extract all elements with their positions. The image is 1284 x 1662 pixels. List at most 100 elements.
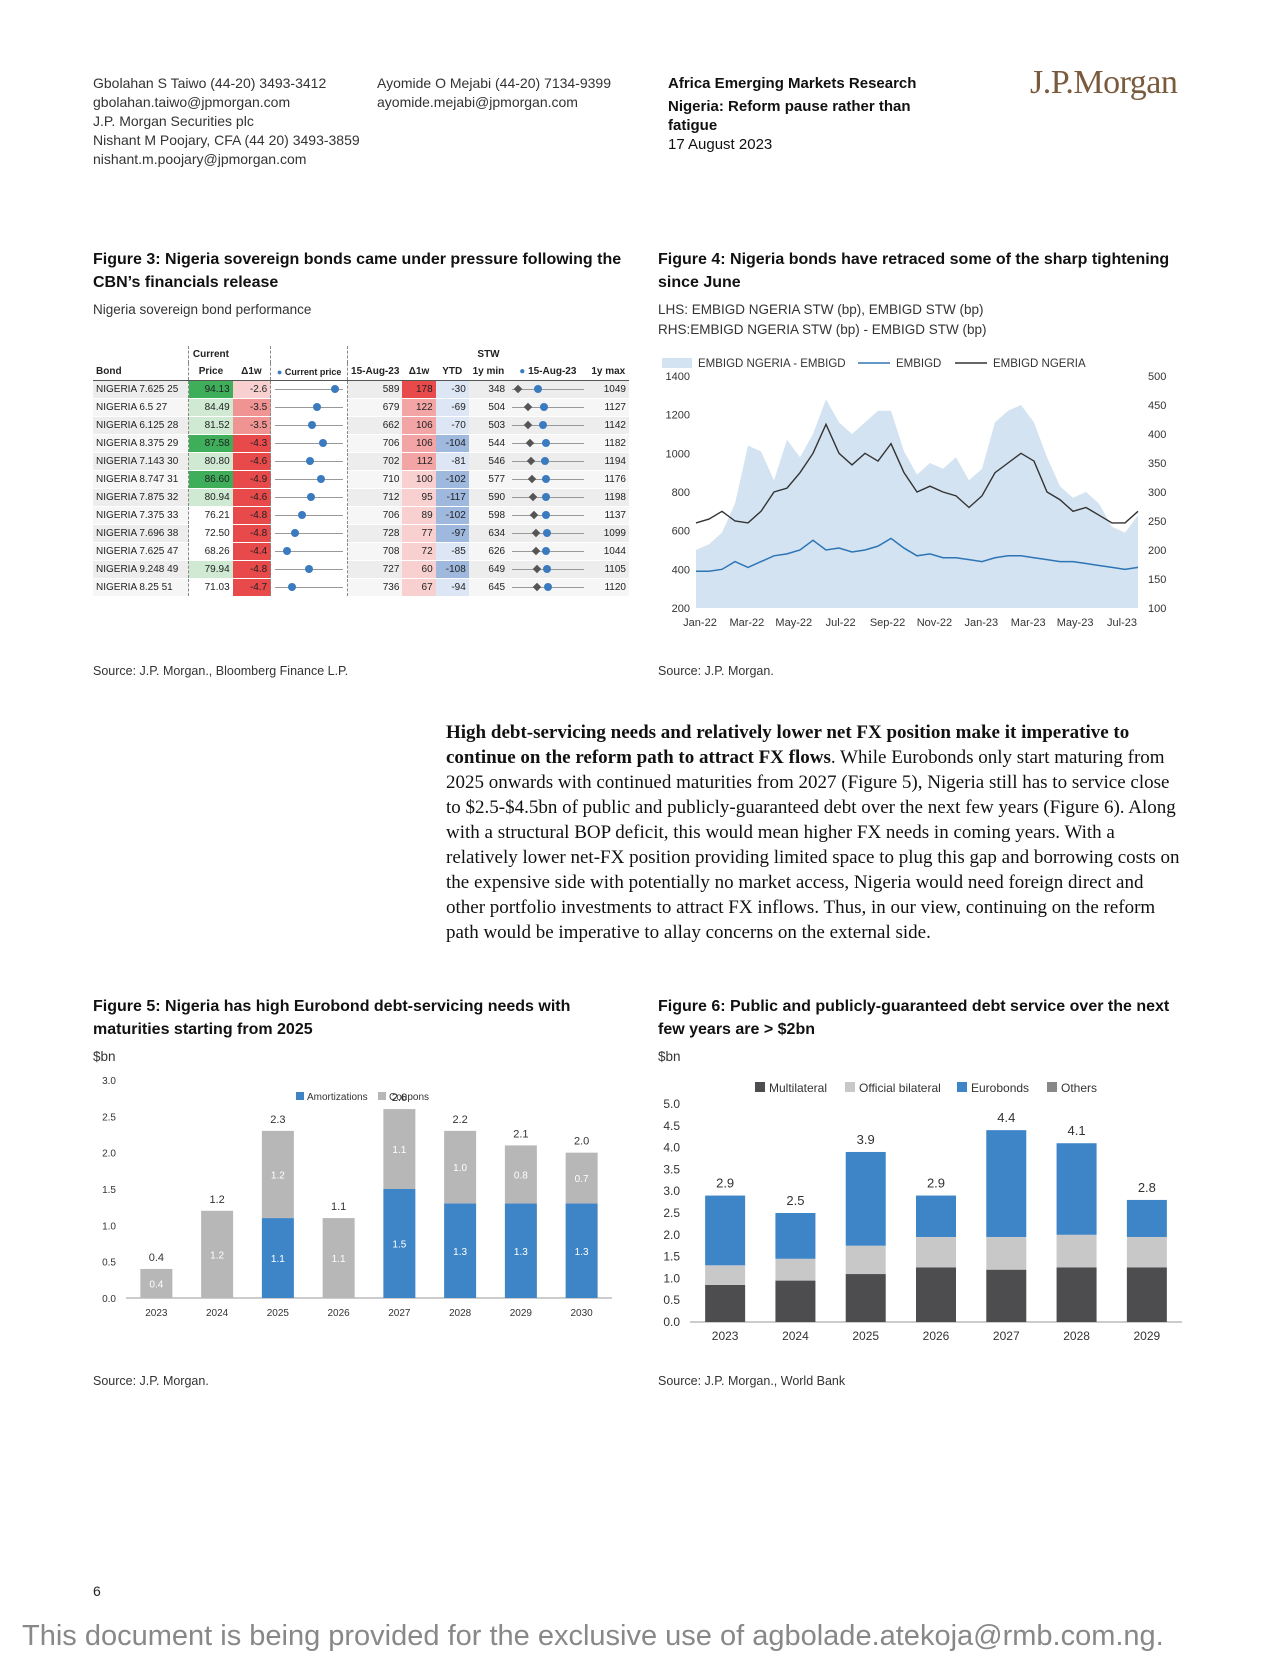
bond-ytd: -104 <box>435 434 469 453</box>
min-diamond <box>531 528 541 538</box>
col-stw: STW <box>347 346 629 363</box>
usage-notice: This document is being provided for the … <box>22 1620 1164 1652</box>
report-title: Nigeria: Reform pause rather than fatigu… <box>668 98 911 134</box>
report-header: Africa Emerging Markets Research Nigeria… <box>668 74 958 154</box>
x-tick: Jul-22 <box>826 617 856 629</box>
legend-amortizations: Amortizations <box>307 1092 368 1103</box>
min-diamond <box>528 492 538 502</box>
y-tick: 5.0 <box>663 1097 680 1111</box>
bar-amortizations <box>444 1203 477 1298</box>
y-left-tick: 200 <box>672 603 690 615</box>
bond-price-change: -4.6 <box>232 488 271 507</box>
bond-stw: 589 <box>347 380 403 399</box>
bond-stw-change: 178 <box>402 380 436 399</box>
bond-table-grid: Current STW Bond Price Δ1w ● Current pri… <box>93 346 629 597</box>
current-price-dot <box>331 385 340 393</box>
table-row: NIGERIA 8.375 29 87.58 -4.3 706 106 -104 544 11… <box>93 434 629 453</box>
bond-name: NIGERIA 6.5 27 <box>93 398 189 417</box>
bar-value-label: 1.1 <box>392 1145 406 1156</box>
stw-range-cell <box>508 506 588 525</box>
bar-total-label: 4.4 <box>997 1110 1015 1125</box>
min-diamond <box>531 546 541 556</box>
bar-eurobonds <box>705 1195 746 1266</box>
fig6-bar-chart: 0.0 0.5 1.0 1.5 2.0 2.5 3.0 3.5 4.0 4.5 5.0 2.9 2023… <box>663 1081 1182 1343</box>
table-row: NIGERIA 7.625 25 94.13 -2.6 589 178 -30 348 104… <box>93 380 629 399</box>
contact-line: Nishant M Poojary, CFA (44 20) 3493-3859 <box>93 132 360 148</box>
bar-multilateral <box>916 1267 956 1322</box>
contact-line: Gbolahan S Taiwo (44-20) 3493-3412 <box>93 75 327 91</box>
x-tick: 2028 <box>449 1308 472 1319</box>
bar-coupons <box>383 1109 416 1189</box>
legend-multilateral: Multilateral <box>769 1081 827 1095</box>
bond-ytd: -69 <box>435 398 469 417</box>
stw-range-cell <box>508 542 588 561</box>
fig4-subtitle-rhs: RHS:EMBIGD NGERIA STW (bp) - EMBIGD STW … <box>658 322 987 337</box>
stw-dot <box>534 385 543 393</box>
col-current: Current <box>188 346 233 363</box>
bond-price: 81.52 <box>188 416 233 435</box>
bond-stw: 712 <box>347 488 403 507</box>
stw-range-cell <box>508 416 588 435</box>
current-price-dot <box>307 493 316 501</box>
bond-1y-min: 645 <box>468 578 509 597</box>
stw-dot <box>542 511 551 519</box>
bond-1y-max: 1194 <box>587 452 629 471</box>
col-bond: Bond <box>96 366 122 377</box>
bar-coupons <box>201 1210 234 1298</box>
col-d1w-stw: Δ1w <box>408 366 430 377</box>
bar-value-label: 1.3 <box>514 1247 528 1258</box>
stw-dot <box>541 457 550 465</box>
current-price-dot <box>298 511 307 519</box>
contact-line: J.P. Morgan Securities plc <box>93 113 254 129</box>
fig3-title: Figure 3: Nigeria sovereign bonds came u… <box>93 251 622 291</box>
bar-multilateral <box>705 1284 746 1322</box>
bar-multilateral <box>1126 1267 1167 1322</box>
bond-stw-change: 100 <box>402 470 436 489</box>
min-diamond <box>532 564 542 574</box>
price-dot-cell <box>270 416 348 435</box>
bond-1y-min: 634 <box>468 524 509 543</box>
bond-ytd: -30 <box>435 380 469 399</box>
bond-stw: 706 <box>347 434 403 453</box>
bond-stw-change: 77 <box>402 524 436 543</box>
stw-range-cell <box>508 488 588 507</box>
col-1y-max: 1y max <box>591 366 626 377</box>
y-tick: 3.0 <box>102 1076 116 1087</box>
bond-price-change: -4.8 <box>232 506 271 525</box>
fig6-unit: $bn <box>658 1049 681 1064</box>
stw-dot <box>539 421 548 429</box>
current-price-dot <box>306 457 315 465</box>
contact-email[interactable]: gbolahan.taiwo@jpmorgan.com <box>93 94 291 110</box>
bar-total-label: 2.9 <box>927 1176 945 1191</box>
bar-total-label: 2.1 <box>513 1128 528 1140</box>
bar-value-label: 1.3 <box>575 1247 589 1258</box>
contact-email[interactable]: ayomide.mejabi@jpmorgan.com <box>377 94 578 110</box>
contacts-mid: Ayomide O Mejabi (44-20) 7134-9399 ayomi… <box>377 74 611 112</box>
x-tick: Jan-23 <box>965 617 999 629</box>
x-tick: 2029 <box>1134 1329 1161 1343</box>
fig4-subtitle-lhs: LHS: EMBIGD NGERIA STW (bp), EMBIGD STW … <box>658 302 984 317</box>
y-tick: 1.5 <box>663 1250 680 1264</box>
bar-total-label: 2.0 <box>574 1136 589 1148</box>
y-right-tick: 150 <box>1148 574 1166 586</box>
x-tick: Sep-22 <box>870 617 905 629</box>
col-price: Price <box>188 363 233 381</box>
legend-embigd: EMBIGD <box>896 358 941 370</box>
y-tick: 4.5 <box>663 1119 680 1133</box>
legend-eurobonds: Eurobonds <box>971 1081 1029 1095</box>
contact-email[interactable]: nishant.m.poojary@jpmorgan.com <box>93 151 307 167</box>
min-diamond <box>525 438 535 448</box>
bond-name: NIGERIA 7.143 30 <box>93 452 189 471</box>
x-tick: May-22 <box>775 617 812 629</box>
bond-name: NIGERIA 8.747 31 <box>93 470 189 489</box>
bond-1y-min: 598 <box>468 506 509 525</box>
min-diamond <box>532 582 542 592</box>
bond-1y-min: 504 <box>468 398 509 417</box>
col-ytd: YTD <box>442 366 463 377</box>
bond-1y-min: 348 <box>468 380 509 399</box>
x-tick: 2023 <box>712 1329 739 1343</box>
bond-ytd: -102 <box>435 506 469 525</box>
x-tick: 2024 <box>206 1308 229 1319</box>
min-diamond <box>526 456 536 466</box>
bond-stw-change: 122 <box>402 398 436 417</box>
